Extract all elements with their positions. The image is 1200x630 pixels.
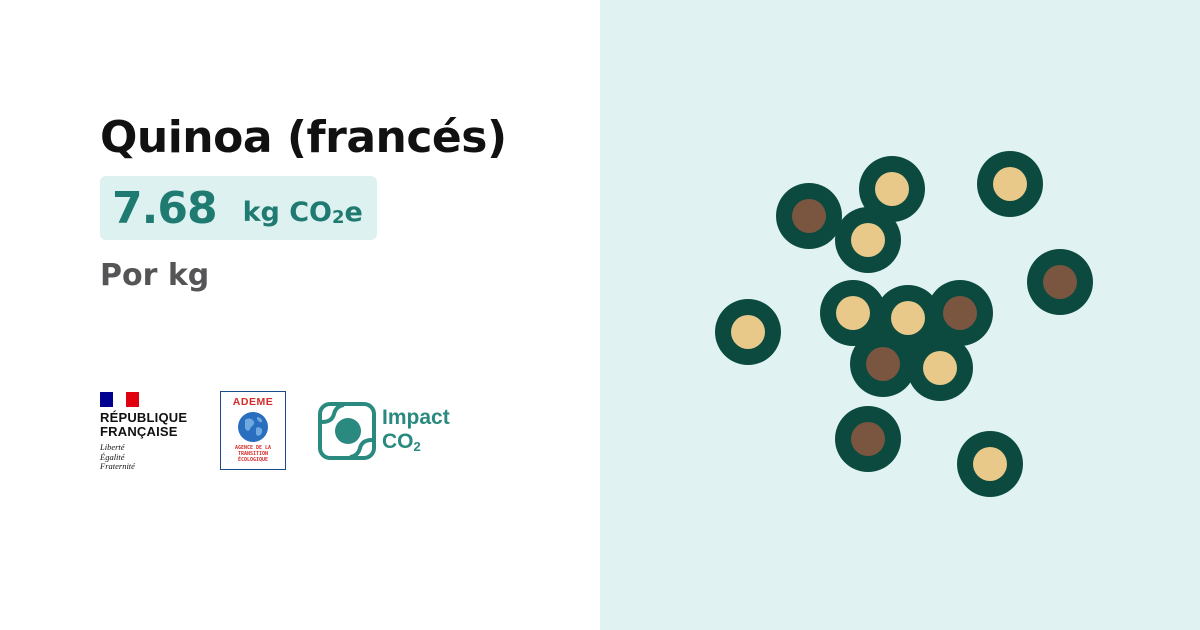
emission-unit: kg CO2e xyxy=(242,196,363,228)
flag-blue xyxy=(100,392,113,407)
quinoa-seed xyxy=(927,280,993,346)
quinoa-seed xyxy=(776,183,842,249)
quinoa-seed xyxy=(835,207,901,273)
republique-francaise-logo: RÉPUBLIQUE FRANÇAISE Liberté Égalité Fra… xyxy=(100,392,210,472)
quinoa-seed xyxy=(835,406,901,472)
illustration-panel xyxy=(600,0,1200,630)
per-unit-label: Por kg xyxy=(100,258,210,293)
globe-icon xyxy=(238,412,268,442)
motto-fraternite: Fraternité xyxy=(100,461,135,471)
ademe-name: ADEME xyxy=(232,396,274,408)
impact-line2: CO2 xyxy=(382,430,421,454)
motto-egalite: Égalité xyxy=(100,451,125,462)
info-panel: Quinoa (francés) 7.68 kg CO2e Por kg RÉP… xyxy=(100,112,508,472)
flag-white xyxy=(113,392,126,407)
quinoa-seed xyxy=(715,299,781,365)
quinoa-seed xyxy=(1027,249,1093,315)
motto-liberte: Liberté xyxy=(100,442,125,452)
quinoa-seed xyxy=(907,335,973,401)
quinoa-seed xyxy=(820,280,886,346)
quinoa-seed xyxy=(977,151,1043,217)
republique-line2: FRANÇAISE xyxy=(100,424,178,439)
emission-value-box: 7.68 kg CO2e xyxy=(100,176,377,240)
impact-co2-icon xyxy=(318,402,376,460)
quinoa-seed xyxy=(850,331,916,397)
product-title: Quinoa (francés) xyxy=(100,112,507,163)
ademe-logo: ADEME AGENCE DE LA TRANSITION ÉCOLOGIQUE xyxy=(220,391,286,470)
republique-line1: RÉPUBLIQUE xyxy=(100,410,188,425)
flag-red xyxy=(126,392,139,407)
quinoa-seed xyxy=(957,431,1023,497)
quinoa-seeds-illustration xyxy=(715,151,1093,497)
impact-line1: Impact xyxy=(382,406,450,429)
impact-co2-logo: Impact CO2 xyxy=(318,402,478,460)
emission-value: 7.68 xyxy=(112,182,218,234)
french-flag-icon xyxy=(100,392,139,407)
quinoa-seed xyxy=(859,156,925,222)
ademe-subtitle: AGENCE DE LA TRANSITION ÉCOLOGIQUE xyxy=(234,445,272,463)
